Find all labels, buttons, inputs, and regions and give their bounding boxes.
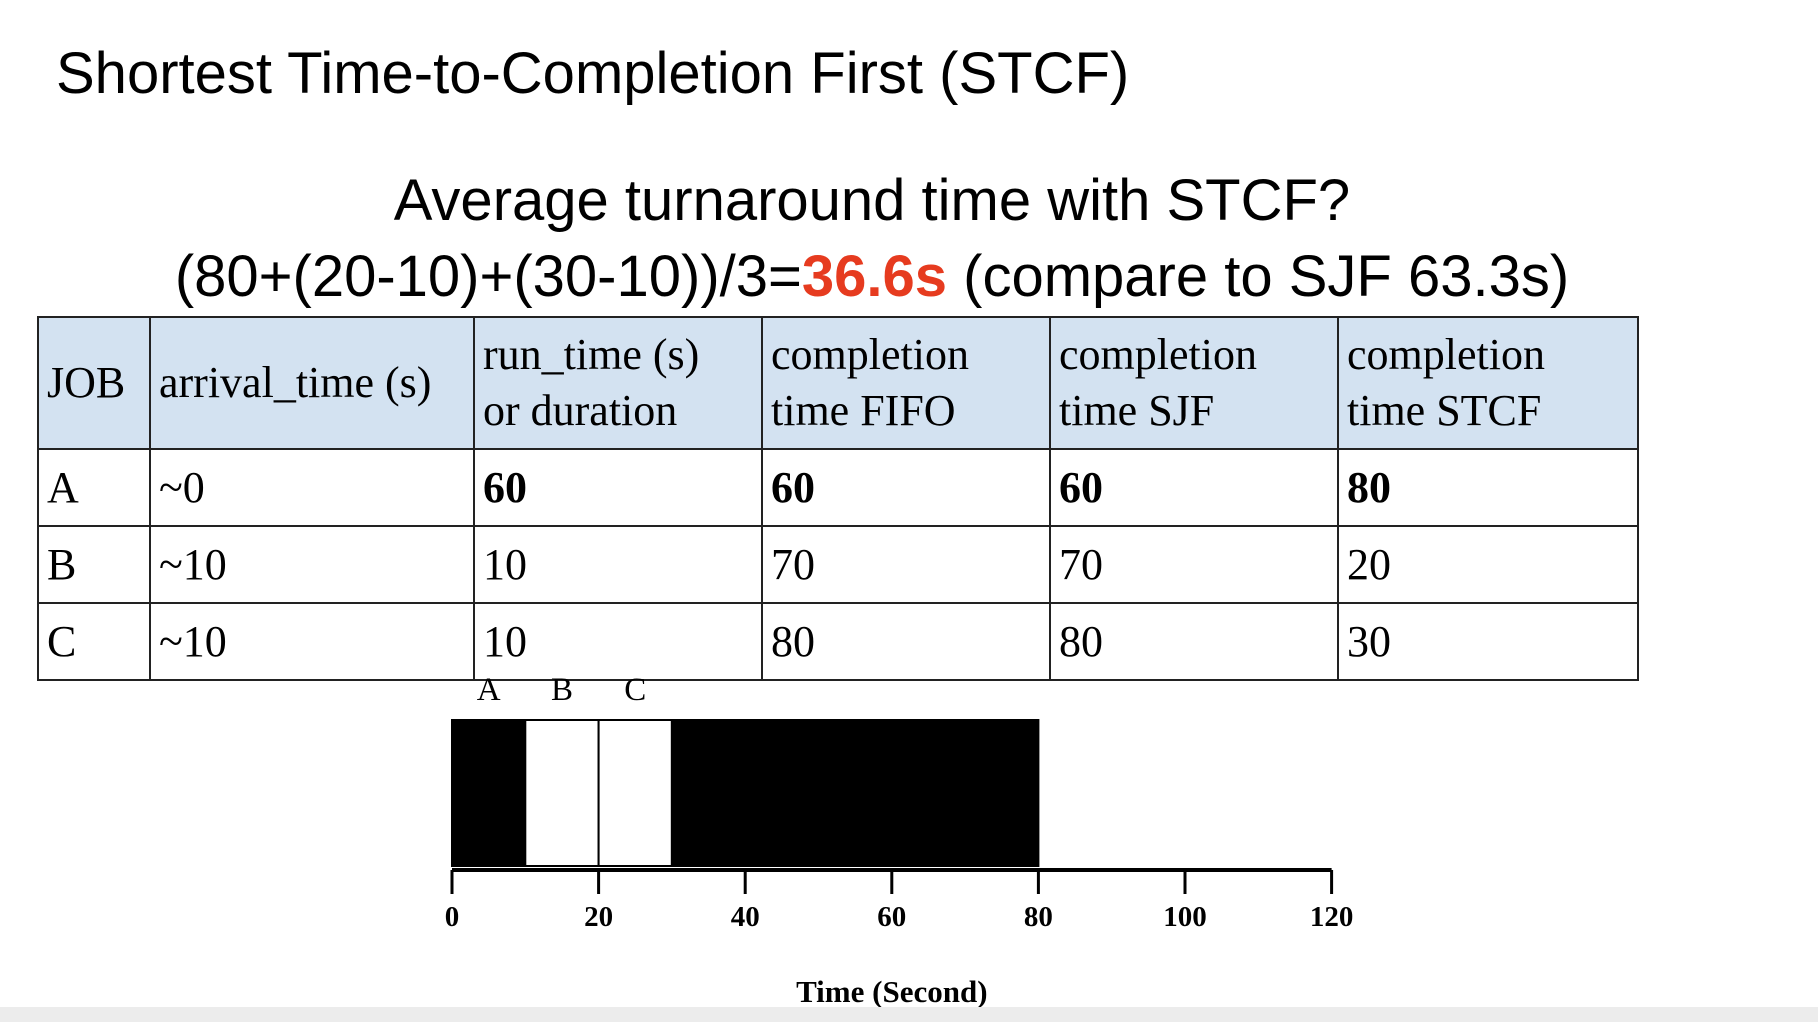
cell-completion-fifo: 60	[761, 448, 1051, 527]
cell-job: B	[37, 525, 151, 604]
cell-completion-sjf: 80	[1049, 602, 1339, 681]
header-row: JOB arrival_time (s) run_time (s) or dura…	[37, 316, 1639, 450]
formula-line: (80+(20-10)+(30-10))/3=36.6s (compare to…	[0, 240, 1744, 314]
header-completion-sjf: completion time SJF	[1049, 316, 1339, 450]
table-row: A ~0 60 60 60 80	[37, 448, 1639, 527]
x-tick-label: 60	[877, 901, 906, 933]
x-tick-label: 120	[1310, 901, 1354, 933]
table-row: C ~10 10 80 80 30	[37, 602, 1639, 681]
x-tick-label: 0	[445, 901, 460, 933]
formula-prefix: (80+(20-10)+(30-10))/3=	[174, 244, 802, 309]
header-completion-stcf: completion time STCF	[1337, 316, 1639, 450]
x-tick-label: 80	[1024, 901, 1053, 933]
header-run-time: run_time (s) or duration	[473, 316, 763, 450]
cell-completion-sjf: 70	[1049, 525, 1339, 604]
cell-job: C	[37, 602, 151, 681]
cell-arrival-time: ~10	[149, 602, 475, 681]
cell-arrival-time: ~10	[149, 525, 475, 604]
formula-comparison: (compare to SJF 63.3s)	[947, 244, 1570, 309]
x-tick-label: 20	[584, 901, 613, 933]
header-job: JOB	[37, 316, 151, 450]
table-row: B ~10 10 70 70 20	[37, 525, 1639, 604]
cell-run-time: 60	[473, 448, 763, 527]
gantt-segment-b	[524, 719, 600, 867]
gantt-segment-a	[451, 719, 527, 867]
cell-completion-stcf: 20	[1337, 525, 1639, 604]
cell-completion-fifo: 80	[761, 602, 1051, 681]
formula-result: 36.6s	[801, 244, 948, 309]
cell-completion-fifo: 70	[761, 525, 1051, 604]
x-tick-label: 100	[1163, 901, 1207, 933]
header-arrival-time: arrival_time (s)	[149, 316, 475, 450]
cell-run-time: 10	[473, 602, 763, 681]
cell-job: A	[37, 448, 151, 527]
cell-run-time: 10	[473, 525, 763, 604]
cell-completion-stcf: 80	[1337, 448, 1639, 527]
gantt-segment-a	[670, 719, 1040, 867]
cell-completion-stcf: 30	[1337, 602, 1639, 681]
question-heading: Average turnaround time with STCF?	[393, 168, 1351, 233]
x-axis-label: Time (Second)	[796, 974, 987, 1009]
header-completion-fifo: completion time FIFO	[761, 316, 1051, 450]
gantt-segment-c	[597, 719, 673, 867]
cell-arrival-time: ~0	[149, 448, 475, 527]
bottom-scrollbar-track	[0, 1007, 1818, 1022]
x-tick-label: 40	[731, 901, 760, 933]
jobs-table: JOB arrival_time (s) run_time (s) or dura…	[37, 316, 1639, 681]
cell-completion-sjf: 60	[1049, 448, 1339, 527]
slide-title: Shortest Time-to-Completion First (STCF)	[56, 41, 1130, 106]
